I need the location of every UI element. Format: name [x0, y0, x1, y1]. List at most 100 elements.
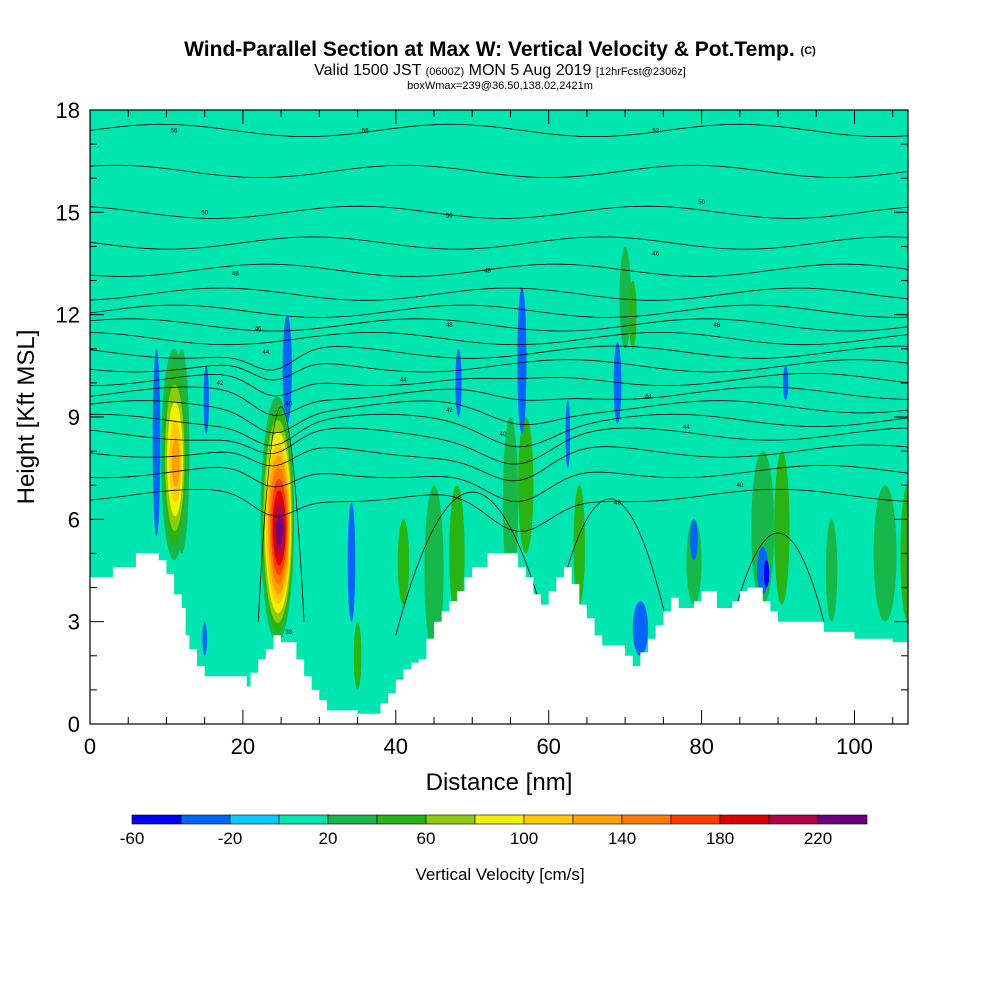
- updraft-contour: [276, 513, 283, 547]
- field-cell: [202, 621, 207, 656]
- field-cell: [152, 348, 161, 537]
- isentrope-label: 50: [446, 214, 453, 220]
- field-cell: [203, 365, 209, 435]
- field-cell: [628, 280, 637, 349]
- isentrope-label: 42: [446, 408, 453, 414]
- isentrope-label: 46: [652, 251, 659, 257]
- field-cell: [424, 485, 444, 656]
- isentrope-line: [90, 304, 908, 318]
- x-tick-label: 60: [536, 734, 560, 759]
- field-cell: [619, 246, 631, 349]
- isentrope-label: 48: [446, 323, 453, 329]
- isentrope-label: 50: [698, 200, 705, 206]
- colorbar-swatch: [523, 814, 574, 825]
- field-cell: [254, 110, 293, 281]
- field-layer: 56 56 52 50 50 50 48 48 46 48 46 46 44 44 42 40 42 44 44 40…: [90, 110, 908, 724]
- colorbar-tick-label: 60: [417, 829, 436, 848]
- colorbar-tick-label: -60: [120, 829, 145, 848]
- y-tick-label: 3: [68, 610, 80, 635]
- isentrope-line: [90, 345, 908, 371]
- isentrope-label: 48: [484, 268, 491, 274]
- isentrope-label: 56: [171, 128, 178, 134]
- isentrope-line: [90, 331, 908, 346]
- chart-subtitle: Valid 1500 JST (0600Z) MON 5 Aug 2019 [1…: [314, 62, 686, 79]
- colorbar-tick-label: 100: [510, 829, 538, 848]
- terrain: [90, 553, 908, 724]
- isentrope-line: [90, 123, 908, 138]
- axes: 0 20 40 60 80 100 0 3 6 9 12 15 18: [56, 98, 908, 759]
- field-cell: [720, 212, 759, 554]
- field-cell: [686, 519, 702, 605]
- isentrope-label: 40: [736, 483, 743, 489]
- isentrope-label: 44: [645, 395, 652, 401]
- isentrope-lines: [90, 123, 908, 643]
- colorbar-swatch: [817, 814, 868, 825]
- isentrope-labels: 56 56 52 50 50 50 48 48 46 48 46 46 44 44 42 40 42 44 44 40…: [171, 128, 744, 635]
- field-cell: [449, 110, 480, 281]
- y-axis-label: Height [Kft MSL]: [13, 330, 40, 505]
- colorbar-swatch: [180, 814, 231, 825]
- field-cell: [347, 502, 356, 622]
- isentrope-line: [90, 413, 908, 448]
- isentrope-label: 42: [217, 381, 224, 387]
- isentrope-label: 40: [285, 401, 292, 407]
- colorbar-swatch: [131, 814, 182, 825]
- y-tick-label: 9: [68, 405, 80, 430]
- field-cell: [518, 417, 534, 554]
- x-tick-label: 0: [84, 734, 96, 759]
- isentrope-label: 50: [201, 210, 208, 216]
- isentrope-line: [90, 400, 908, 434]
- x-tick-label: 80: [689, 734, 713, 759]
- colorbar-tick-label: 220: [804, 829, 832, 848]
- colorbar-swatch: [425, 814, 476, 825]
- isentrope-line: [90, 263, 908, 277]
- colorbar-swatch: [474, 814, 525, 825]
- field-cell: [181, 110, 213, 315]
- isentrope-line: [90, 318, 908, 332]
- field-cell: [632, 601, 649, 656]
- x-tick-label: 40: [384, 734, 408, 759]
- isentrope-label: 40: [499, 432, 506, 438]
- colorbar-label: Vertical Velocity [cm/s]: [415, 865, 584, 884]
- x-tick-label: 100: [836, 734, 873, 759]
- isentrope-line: [90, 287, 908, 301]
- y-tick-label: 0: [68, 712, 80, 737]
- isentrope-label: 38: [285, 630, 292, 636]
- isentrope-line: [90, 236, 908, 250]
- updraft-contour: [171, 438, 180, 488]
- isentrope-line: [90, 488, 908, 532]
- colorbar-swatch: [278, 814, 329, 825]
- isentrope-label: 48: [232, 272, 239, 278]
- field-cell: [873, 485, 897, 622]
- isentrope-label: 52: [652, 128, 659, 134]
- field-cell: [128, 110, 144, 554]
- field-cell: [361, 178, 385, 281]
- field-cell: [565, 399, 571, 469]
- isentrope-label: 44: [262, 350, 269, 356]
- isentrope-label: 46: [255, 326, 262, 332]
- y-tick-label: 15: [56, 200, 80, 225]
- field-cell: [783, 365, 789, 400]
- colorbar-swatch: [229, 814, 280, 825]
- field-cell: [827, 110, 866, 588]
- y-tick-label: 6: [68, 507, 80, 532]
- colorbar-swatch: [768, 814, 819, 825]
- isentrope-line: [257, 406, 305, 622]
- field-cell: [552, 178, 576, 349]
- colorbar: -60 -20 20 60 100 140 180 220: [120, 814, 868, 848]
- isentrope-line: [395, 491, 550, 636]
- field-cell: [690, 519, 698, 561]
- field-cell: [353, 621, 362, 690]
- x-axis-label: Distance [nm]: [426, 769, 573, 796]
- field-cell: [449, 485, 465, 622]
- x-tick-label: 20: [231, 734, 255, 759]
- isentrope-line: [90, 427, 908, 465]
- colorbar-tick-label: -20: [218, 829, 243, 848]
- isentrope-line: [90, 444, 908, 482]
- chart-subtitle-2: boxWmax=239@36.50,138.02,2421m: [407, 80, 593, 92]
- colorbar-swatch: [621, 814, 672, 825]
- chart-title: Wind-Parallel Section at Max W: Vertical…: [184, 38, 816, 61]
- colorbar-swatch: [376, 814, 427, 825]
- colorbar-swatch: [719, 814, 770, 825]
